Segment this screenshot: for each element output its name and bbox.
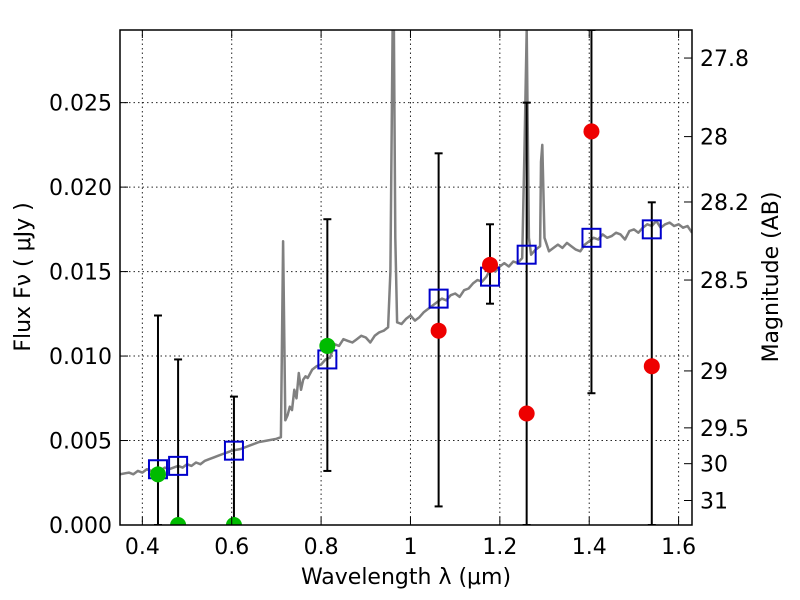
x-tick-label: 1.4	[572, 535, 607, 560]
right-tick-label: 30	[700, 453, 728, 478]
right-tick-label: 28.5	[700, 269, 749, 294]
tick-layer: 0.4 0.6 0.8 1 1.2 1.4 1.6 0.000 0.005 0.010 0.015 0…	[49, 30, 749, 560]
right-tick-label: 27.8	[700, 47, 749, 72]
errorbar-layer	[153, 30, 656, 525]
y-tick-label: 0.000	[49, 514, 112, 539]
right-tick-label: 28.2	[700, 191, 749, 216]
y-tick-label: 0.025	[49, 92, 112, 117]
observed-point-red	[583, 123, 600, 140]
x-tick-label: 0.4	[125, 535, 160, 560]
x-tick-label: 0.6	[214, 535, 249, 560]
right-tick-label: 29	[700, 360, 728, 385]
right-axis-title: Magnitude (AB)	[759, 192, 784, 363]
y-tick-label: 0.020	[49, 176, 112, 201]
x-tick-label: 1.2	[482, 535, 517, 560]
model-photometry-square	[581, 227, 602, 248]
observed-point-green	[319, 337, 336, 354]
x-tick-label: 1.6	[661, 535, 696, 560]
observed-points-layer	[149, 123, 660, 525]
observed-point-green	[170, 517, 187, 525]
model-photometry-square	[428, 288, 449, 309]
y-tick-label: 0.015	[49, 261, 112, 286]
y-tick-label: 0.005	[49, 430, 112, 455]
plot-background	[120, 30, 692, 525]
model-photometry-square	[641, 219, 662, 240]
model-photometry-square	[223, 440, 244, 461]
x-axis-title: Wavelength λ (μm)	[301, 565, 511, 590]
observed-point-red	[482, 256, 499, 273]
model-photometry-square	[516, 244, 537, 265]
observed-point-green	[149, 466, 166, 483]
observed-point-red	[430, 322, 447, 339]
observed-point-red	[643, 358, 660, 375]
observed-point-red	[518, 405, 535, 422]
y-tick-label: 0.010	[49, 345, 112, 370]
right-tick-label: 31	[700, 490, 728, 515]
model-photometry-square	[168, 455, 189, 476]
plot-frame	[119, 29, 693, 526]
x-tick-label: 1	[403, 535, 417, 560]
x-tick-label: 0.8	[304, 535, 339, 560]
right-tick-label: 29.5	[700, 417, 749, 442]
right-tick-label: 28	[700, 126, 728, 151]
observed-point-green	[225, 517, 242, 525]
y-axis-title: Flux Fν ( μJy )	[11, 202, 36, 351]
